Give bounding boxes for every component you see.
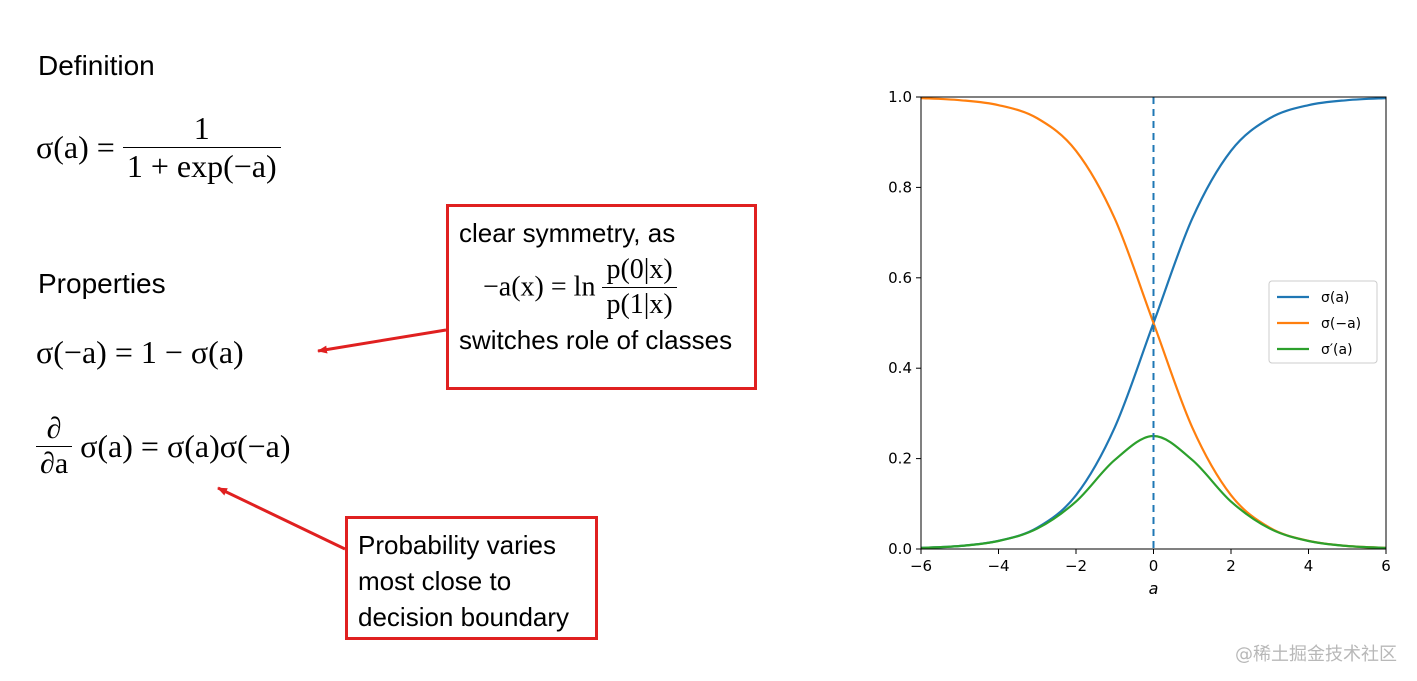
sigmoid-chart: −6 −4 −2 0 2 4 6 0.0 0.2 0.4 0.6 0.8 1.0 a σ(a) σ(−a) σ′… — [888, 88, 1391, 598]
x-tick-label: 0 — [1149, 557, 1159, 575]
probability-arrow — [217, 486, 346, 551]
y-tick-label: 0.6 — [888, 269, 912, 287]
legend-label: σ(−a) — [1321, 316, 1361, 332]
symmetry-arrow — [317, 328, 447, 354]
definition-lhs: σ(a) = — [36, 129, 115, 165]
symmetry-annotation-box: clear symmetry, as −a(x) = ln p(0|x) p(1… — [446, 204, 757, 390]
definition-formula: σ(a) = 1 1 + exp(−a) — [36, 110, 281, 185]
properties-heading: Properties — [38, 268, 166, 299]
watermark: @稀土掘金技术社区 — [1235, 644, 1397, 665]
y-tick-label: 0.4 — [888, 359, 912, 377]
y-tick-label: 0.2 — [888, 450, 912, 468]
definition-denominator: 1 + exp(−a) — [122, 147, 281, 185]
property-derivative-formula: ∂ ∂a σ(a) = σ(a)σ(−a) — [36, 412, 291, 481]
symmetry-line3: switches role of classes — [459, 325, 733, 355]
probability-annotation-box: Probability varies most close to decisio… — [345, 516, 598, 640]
property-symmetry-formula: σ(−a) = 1 − σ(a) — [36, 334, 244, 370]
definition-heading: Definition — [38, 50, 155, 81]
symmetry-numerator: p(0|x) — [606, 254, 673, 285]
y-tick-label: 0.8 — [888, 178, 912, 196]
definition-numerator: 1 — [193, 110, 210, 146]
x-tick-label: −2 — [1065, 557, 1087, 575]
x-tick-label: 6 — [1381, 557, 1391, 575]
y-tick-label: 1.0 — [888, 88, 912, 106]
legend-label: σ′(a) — [1321, 342, 1353, 358]
legend-box — [1268, 280, 1378, 364]
symmetry-line1: clear symmetry, as — [459, 218, 676, 248]
legend-label: σ(a) — [1321, 290, 1349, 306]
x-tick-label: 4 — [1304, 557, 1314, 575]
derivative-operator: ∂ ∂a — [36, 412, 73, 481]
definition-fraction: 1 1 + exp(−a) — [122, 110, 281, 185]
x-tick-label: 2 — [1226, 557, 1236, 575]
symmetry-fraction: p(0|x) p(1|x) — [602, 253, 677, 322]
x-tick-label: −6 — [910, 557, 932, 575]
derivative-numerator: ∂ — [46, 412, 62, 445]
symmetry-denominator: p(1|x) — [602, 287, 677, 322]
symmetry-formula-lhs: −a(x) = ln — [483, 271, 596, 303]
derivative-denominator: ∂a — [36, 446, 73, 481]
symmetry-formula: −a(x) = ln p(0|x) p(1|x) — [483, 253, 744, 322]
x-axis-label: a — [1149, 579, 1159, 598]
probability-line2: most close to — [358, 566, 512, 596]
x-tick-label: −4 — [987, 557, 1009, 575]
probability-line3: decision boundary — [358, 602, 570, 632]
derivative-rhs: σ(a) = σ(a)σ(−a) — [80, 428, 291, 464]
probability-line1: Probability varies — [358, 530, 556, 560]
y-tick-label: 0.0 — [888, 540, 912, 558]
